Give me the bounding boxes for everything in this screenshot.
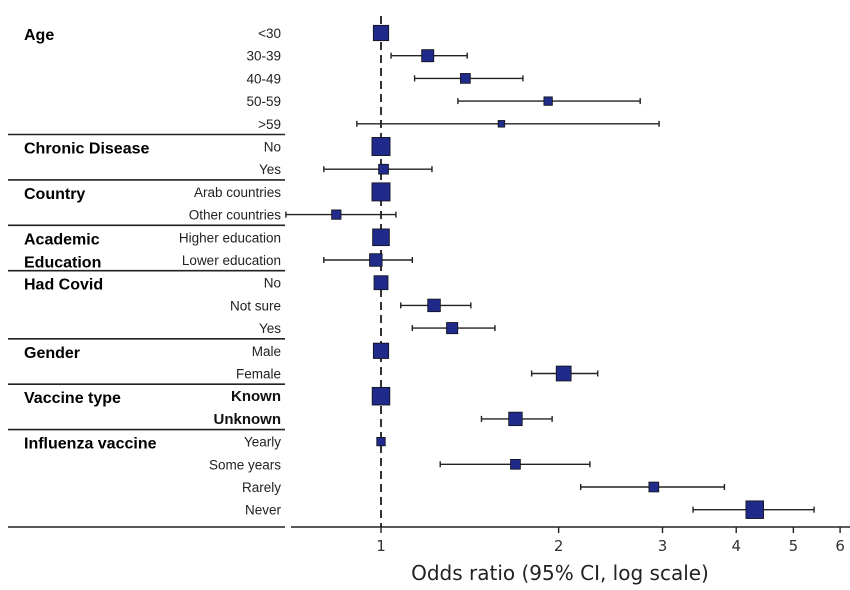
- estimate-marker: [372, 24, 390, 42]
- group-label-5: Gender: [24, 345, 80, 362]
- row-label: Arab countries: [194, 185, 281, 200]
- row-label: <30: [258, 26, 281, 41]
- estimate-marker: [648, 481, 660, 493]
- row-label: 50-59: [246, 94, 281, 109]
- group-label-7: Influenza vaccine: [24, 436, 157, 453]
- estimate-marker: [372, 228, 390, 247]
- estimate-marker: [460, 73, 471, 84]
- x-tick-label: 6: [835, 537, 845, 555]
- estimate-marker: [508, 411, 523, 427]
- estimate-marker: [427, 298, 441, 313]
- x-tick-label: 4: [731, 537, 741, 555]
- estimate-marker: [376, 436, 386, 447]
- x-tick-label: 1: [376, 537, 386, 555]
- x-axis-label: Odds ratio (95% CI, log scale): [411, 561, 709, 585]
- row-label: 40-49: [246, 71, 281, 86]
- estimate-marker: [555, 365, 572, 382]
- x-tick-label: 2: [554, 537, 564, 555]
- estimate-marker: [371, 137, 391, 156]
- estimate-marker: [331, 209, 342, 220]
- estimate-marker: [421, 49, 435, 63]
- row-label: Some years: [209, 457, 281, 472]
- estimate-marker: [497, 120, 506, 128]
- row-label: Higher education: [179, 230, 281, 245]
- estimate-marker: [745, 500, 764, 519]
- group-label-4: Had Covid: [24, 277, 103, 294]
- row-labels: Age <30 30-39 40-49 50-59 >59 Chronic Disease N…: [24, 26, 281, 518]
- row-label: Yes: [259, 321, 281, 336]
- row-label: Male: [252, 344, 281, 359]
- row-label: Lower education: [182, 253, 281, 268]
- row-label: Known: [231, 388, 281, 405]
- estimate-marker: [543, 96, 553, 106]
- estimate-marker: [446, 322, 459, 335]
- x-tick-label: 5: [789, 537, 799, 555]
- estimate-marker: [510, 458, 521, 470]
- group-label-6: Vaccine type: [24, 390, 121, 407]
- row-label: Female: [236, 367, 281, 382]
- estimate-marker: [369, 253, 383, 267]
- x-axis: 1 2 3 4 5 6: [291, 526, 850, 555]
- estimate-marker: [378, 163, 389, 175]
- row-label: Rarely: [242, 480, 281, 495]
- estimate-marks: [285, 24, 815, 519]
- row-label: No: [264, 140, 281, 155]
- group-dividers: [8, 133, 285, 528]
- row-label: Yes: [259, 162, 281, 177]
- row-label: >59: [258, 117, 281, 132]
- row-label: Other countries: [189, 208, 282, 223]
- group-label-3: Academic Education: [24, 231, 101, 271]
- estimate-marker: [371, 182, 391, 202]
- estimate-marker: [371, 386, 391, 406]
- estimate-marker: [372, 342, 390, 359]
- row-label: Never: [245, 503, 282, 518]
- group-label-1: Chronic Disease: [24, 141, 149, 158]
- estimate-marker: [373, 275, 389, 291]
- x-tick-label: 3: [658, 537, 668, 555]
- row-label: Not sure: [230, 298, 281, 313]
- group-label-0: Age: [24, 27, 54, 44]
- row-label: Yearly: [244, 435, 281, 450]
- group-label-2: Country: [24, 186, 85, 203]
- row-label: Unknown: [214, 411, 282, 428]
- row-label: 30-39: [246, 49, 281, 64]
- row-label: No: [264, 276, 281, 291]
